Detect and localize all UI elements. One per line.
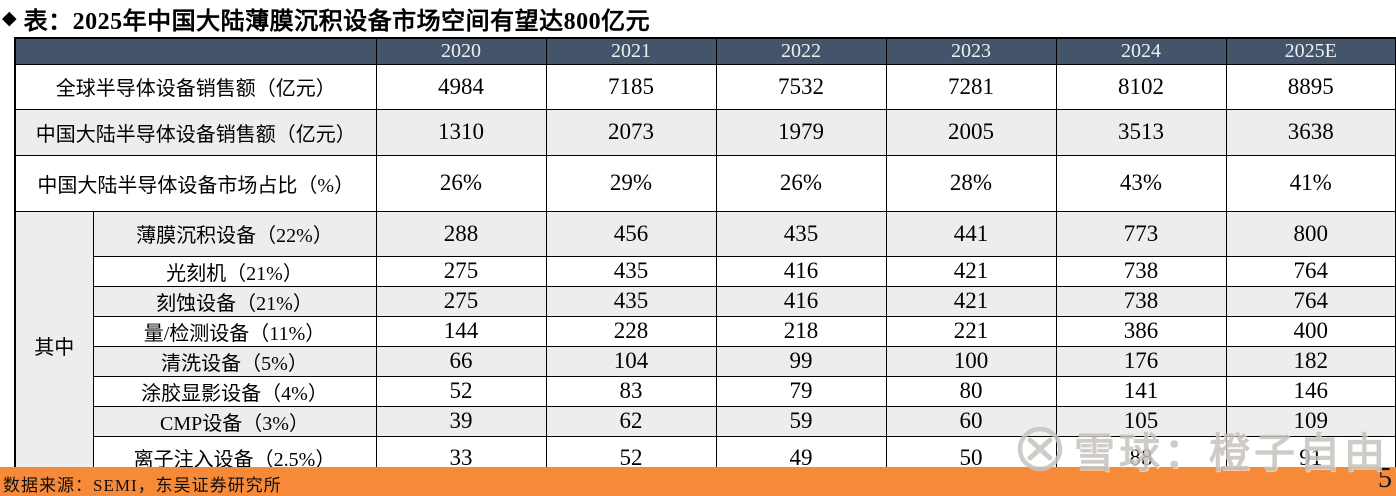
table-cell: 2005	[885, 108, 1057, 156]
row-label: 光刻机（21%）	[92, 255, 377, 287]
market-data-table: 2020 2021 2022 2023 2024 2025E 全球半导体设备销售…	[14, 37, 1396, 481]
table-cell: 764	[1225, 255, 1396, 287]
table-cell: 26%	[715, 154, 887, 212]
table-cell: 421	[885, 255, 1057, 287]
table-cell: 105	[1055, 405, 1227, 437]
table-cell: 221	[885, 315, 1057, 347]
year-header: 2020	[375, 37, 547, 65]
table-cell: 400	[1225, 315, 1396, 347]
table-cell: 4984	[375, 63, 547, 110]
table-cell: 386	[1055, 315, 1227, 347]
table-cell: 79	[715, 375, 887, 407]
table-cell: 421	[885, 285, 1057, 317]
data-source-text: 数据来源：SEMI，东吴证券研究所	[3, 476, 282, 495]
table-cell: 62	[545, 405, 717, 437]
table-cell: 7281	[885, 63, 1057, 110]
table-row-metrology: 量/检测设备（11%） 144 228 218 221 386 400	[15, 315, 1396, 347]
table-cell: 7185	[545, 63, 717, 110]
table-cell: 59	[715, 405, 887, 437]
footer-bar: 数据来源：SEMI，东吴证券研究所 5	[0, 463, 1396, 496]
table-header-row: 2020 2021 2022 2023 2024 2025E	[14, 37, 1396, 65]
table-cell: 416	[715, 285, 887, 317]
table-row-cleaning: 清洗设备（5%） 66 104 99 100 176 182	[15, 345, 1396, 377]
table-cell: 456	[545, 210, 717, 257]
table-cell: 3638	[1225, 108, 1396, 156]
table-row-lithography: 光刻机（21%） 275 435 416 421 738 764	[15, 255, 1396, 287]
table-cell: 26%	[375, 154, 547, 212]
table-cell: 41%	[1225, 154, 1396, 212]
table-cell: 99	[715, 345, 887, 377]
group-label-cell: 其中	[14, 210, 94, 481]
corner-cell	[14, 37, 377, 65]
table-cell: 275	[375, 255, 547, 287]
row-label: 清洗设备（5%）	[92, 345, 377, 377]
table-cell: 764	[1225, 285, 1396, 317]
year-header: 2021	[545, 37, 717, 65]
table-cell: 80	[885, 375, 1057, 407]
table-cell: 52	[375, 375, 547, 407]
year-header: 2024	[1055, 37, 1227, 65]
row-label: 涂胶显影设备（4%）	[92, 375, 377, 407]
table-cell: 800	[1225, 210, 1396, 257]
row-label: 量/检测设备（11%）	[92, 315, 377, 347]
table-cell: 182	[1225, 345, 1396, 377]
table-cell: 2073	[545, 108, 717, 156]
table-row-global-sales: 全球半导体设备销售额（亿元） 4984 7185 7532 7281 8102 …	[14, 63, 1396, 110]
table-row-cmp: CMP设备（3%） 39 62 59 60 105 109	[15, 405, 1396, 437]
table-title: ◆ 表：2025年中国大陆薄膜沉积设备市场空间有望达800亿元	[2, 2, 651, 35]
table-cell: 275	[375, 285, 547, 317]
table-row-china-sales: 中国大陆半导体设备销售额（亿元） 1310 2073 1979 2005 351…	[14, 108, 1396, 156]
table-cell: 1979	[715, 108, 887, 156]
table-cell: 416	[715, 255, 887, 287]
table-cell: 435	[545, 255, 717, 287]
table-cell: 144	[375, 315, 547, 347]
table-row-thin-film: 其中 薄膜沉积设备（22%） 288 456 435 441 773 800	[14, 210, 1396, 481]
table-cell: 146	[1225, 375, 1396, 407]
table-cell: 83	[545, 375, 717, 407]
table-cell: 176	[1055, 345, 1227, 377]
row-label: 刻蚀设备（21%）	[92, 285, 377, 317]
table-cell: 7532	[715, 63, 887, 110]
row-label: CMP设备（3%）	[92, 405, 377, 437]
table-cell: 1310	[375, 108, 547, 156]
table-cell: 8895	[1225, 63, 1396, 110]
table-cell: 738	[1055, 285, 1227, 317]
year-header: 2023	[885, 37, 1057, 65]
table-cell: 441	[885, 210, 1057, 257]
table-cell: 218	[715, 315, 887, 347]
row-label: 中国大陆半导体设备销售额（亿元）	[14, 108, 377, 156]
row-label: 薄膜沉积设备（22%）	[92, 210, 377, 257]
table-cell: 8102	[1055, 63, 1227, 110]
year-header: 2022	[715, 37, 887, 65]
diamond-bullet-icon: ◆	[2, 7, 17, 29]
table-cell: 28%	[885, 154, 1057, 212]
year-header: 2025E	[1225, 37, 1396, 65]
table-cell: 435	[545, 285, 717, 317]
table-cell: 3513	[1055, 108, 1227, 156]
table-cell: 39	[375, 405, 547, 437]
table-cell: 29%	[545, 154, 717, 212]
table-cell: 773	[1055, 210, 1227, 257]
table-row-etching: 刻蚀设备（21%） 275 435 416 421 738 764	[15, 285, 1396, 317]
table-cell: 435	[715, 210, 887, 257]
table-row-coater-developer: 涂胶显影设备（4%） 52 83 79 80 141 146	[15, 375, 1396, 407]
table-title-text: 表：2025年中国大陆薄膜沉积设备市场空间有望达800亿元	[23, 8, 651, 35]
table-cell: 288	[375, 210, 547, 257]
table-cell: 738	[1055, 255, 1227, 287]
table-cell: 100	[885, 345, 1057, 377]
row-label: 中国大陆半导体设备市场占比（%）	[14, 154, 377, 212]
table-cell: 228	[545, 315, 717, 347]
table-cell: 60	[885, 405, 1057, 437]
table-cell: 109	[1225, 405, 1396, 437]
table-row-china-share: 中国大陆半导体设备市场占比（%） 26% 29% 26% 28% 43% 41%	[14, 154, 1396, 212]
table-cell: 66	[375, 345, 547, 377]
table-cell: 104	[545, 345, 717, 377]
page-number: 5	[1378, 463, 1392, 494]
table-cell: 141	[1055, 375, 1227, 407]
table-cell: 43%	[1055, 154, 1227, 212]
row-label: 全球半导体设备销售额（亿元）	[14, 63, 377, 110]
